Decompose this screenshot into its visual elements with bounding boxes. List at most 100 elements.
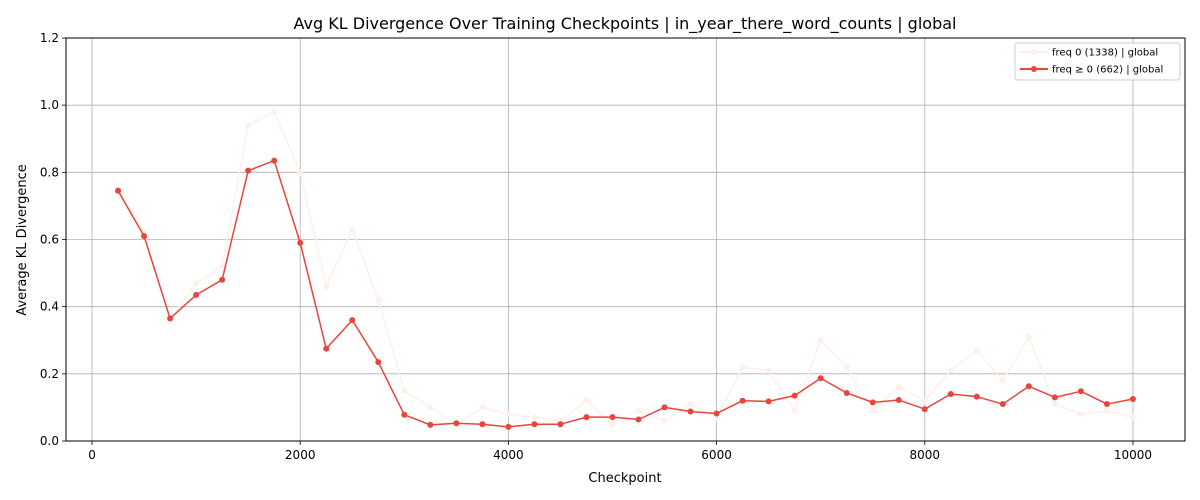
data-point bbox=[115, 187, 122, 194]
data-point bbox=[219, 263, 226, 270]
data-point bbox=[999, 377, 1006, 384]
x-axis-label: Checkpoint bbox=[588, 471, 661, 486]
data-point bbox=[245, 167, 252, 174]
y-tick-label: 1.2 bbox=[40, 31, 59, 45]
data-point bbox=[219, 276, 226, 283]
data-point bbox=[557, 421, 564, 428]
legend-marker-freq0 bbox=[1031, 49, 1037, 55]
data-point bbox=[297, 169, 304, 176]
data-point bbox=[1103, 407, 1110, 414]
y-tick-label: 0.2 bbox=[40, 367, 59, 381]
chart-title: Avg KL Divergence Over Training Checkpoi… bbox=[294, 14, 957, 34]
data-point bbox=[921, 406, 928, 413]
data-point bbox=[1077, 388, 1084, 395]
data-point bbox=[375, 359, 382, 366]
data-point bbox=[271, 108, 278, 115]
data-point bbox=[817, 375, 824, 382]
data-point bbox=[687, 408, 694, 415]
data-point bbox=[1129, 396, 1136, 403]
data-point bbox=[973, 347, 980, 354]
data-point bbox=[739, 364, 746, 371]
data-point bbox=[349, 226, 356, 233]
legend-label-freq0: freq 0 (1338) | global bbox=[1052, 48, 1158, 59]
legend-label-freq-ge0: freq ≥ 0 (662) | global bbox=[1052, 65, 1163, 76]
data-point bbox=[843, 389, 850, 396]
series-line bbox=[117, 159, 1134, 428]
grid bbox=[66, 37, 1185, 442]
data-point bbox=[739, 397, 746, 404]
y-axis-label: Average KL Divergence bbox=[15, 164, 30, 315]
data-point bbox=[1051, 394, 1058, 401]
x-tick-label: 4000 bbox=[493, 448, 524, 462]
data-point bbox=[1077, 411, 1084, 418]
data-point bbox=[323, 283, 330, 290]
series-0 bbox=[115, 108, 1136, 428]
x-tick-label: 0 bbox=[88, 448, 96, 462]
ticks: 0 2000 4000 6000 8000 10000 0.0 0.2 0.4 0.6 0.8 1.0… bbox=[40, 31, 1152, 462]
data-point bbox=[921, 397, 928, 404]
data-point bbox=[479, 404, 486, 411]
legend-marker-freq-ge0 bbox=[1031, 66, 1037, 72]
data-point bbox=[583, 414, 590, 421]
data-point bbox=[141, 233, 148, 240]
data-point bbox=[973, 393, 980, 400]
data-point bbox=[895, 384, 902, 391]
data-point bbox=[193, 291, 200, 298]
data-point bbox=[323, 345, 330, 352]
series-layer bbox=[115, 108, 1136, 430]
data-point bbox=[505, 423, 512, 430]
data-point bbox=[713, 410, 720, 417]
y-tick-label: 0.8 bbox=[40, 165, 59, 179]
data-point bbox=[947, 390, 954, 397]
data-point bbox=[245, 122, 252, 129]
x-tick-label: 8000 bbox=[909, 448, 940, 462]
data-point bbox=[895, 397, 902, 404]
data-point bbox=[349, 317, 356, 324]
legend: freq 0 (1338) | global freq ≥ 0 (662) | … bbox=[1014, 42, 1181, 81]
data-point bbox=[479, 421, 486, 428]
data-point bbox=[817, 337, 824, 344]
data-point bbox=[661, 417, 668, 424]
data-point bbox=[453, 420, 460, 427]
data-point bbox=[531, 421, 538, 428]
data-point bbox=[1129, 414, 1136, 421]
data-point bbox=[427, 421, 434, 428]
data-point bbox=[999, 401, 1006, 408]
data-point bbox=[947, 367, 954, 374]
data-point bbox=[869, 407, 876, 414]
data-point bbox=[609, 414, 616, 421]
data-point bbox=[583, 397, 590, 404]
data-point bbox=[1025, 333, 1032, 340]
x-tick-label: 10000 bbox=[1114, 448, 1152, 462]
data-point bbox=[375, 296, 382, 303]
x-tick-label: 6000 bbox=[701, 448, 732, 462]
data-point bbox=[505, 411, 512, 418]
y-tick-label: 0.6 bbox=[40, 233, 59, 247]
data-point bbox=[167, 315, 174, 322]
y-tick-label: 1.0 bbox=[40, 98, 59, 112]
data-point bbox=[427, 404, 434, 411]
data-point bbox=[1025, 383, 1032, 390]
data-point bbox=[869, 399, 876, 406]
data-point bbox=[791, 392, 798, 399]
data-point bbox=[401, 387, 408, 394]
series-line bbox=[117, 111, 1134, 425]
data-point bbox=[765, 398, 772, 405]
y-tick-label: 0.0 bbox=[40, 434, 59, 448]
y-tick-label: 0.4 bbox=[40, 300, 59, 314]
data-point bbox=[791, 407, 798, 414]
data-point bbox=[297, 239, 304, 246]
data-point bbox=[1103, 401, 1110, 408]
data-point bbox=[531, 414, 538, 421]
data-point bbox=[271, 157, 278, 164]
data-point bbox=[1051, 401, 1058, 408]
data-point bbox=[843, 364, 850, 371]
data-point bbox=[687, 401, 694, 408]
x-tick-label: 2000 bbox=[285, 448, 316, 462]
data-point bbox=[401, 411, 408, 418]
data-point bbox=[635, 407, 642, 414]
data-point bbox=[635, 416, 642, 423]
data-point bbox=[661, 404, 668, 411]
data-point bbox=[765, 367, 772, 374]
